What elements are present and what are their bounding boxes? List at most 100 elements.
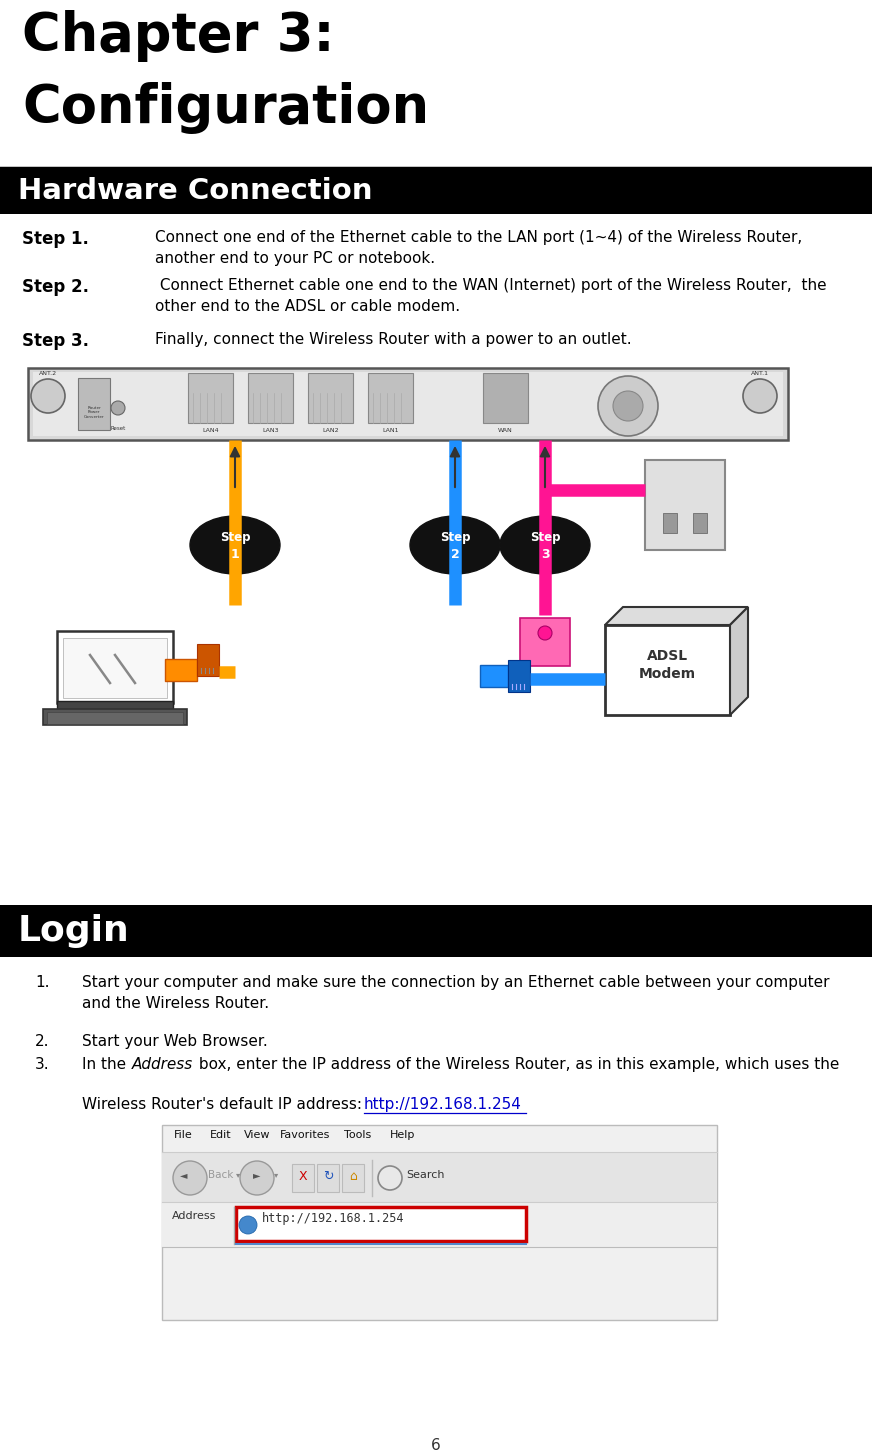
Text: ►: ► [253, 1170, 261, 1180]
Bar [162, 1152, 717, 1202]
Polygon shape [730, 607, 748, 714]
Text: In the: In the [82, 1056, 131, 1072]
Text: Step: Step [439, 531, 470, 544]
Text: 1.: 1. [35, 975, 50, 989]
Text: LAN2: LAN2 [322, 428, 339, 434]
Text: Router
Power
Converter: Router Power Converter [84, 406, 105, 419]
Text: 6: 6 [431, 1438, 441, 1454]
Ellipse shape [190, 517, 280, 575]
Bar [236, 1208, 526, 1241]
Bar [0, 170, 872, 214]
Text: Connect one end of the Ethernet cable to the LAN port (1~4) of the Wireless Rout: Connect one end of the Ethernet cable to… [155, 230, 802, 266]
Bar [33, 372, 783, 436]
Text: Connect Ethernet cable one end to the WAN (Internet) port of the Wireless Router: Connect Ethernet cable one end to the WA… [155, 278, 827, 314]
Text: Step 3.: Step 3. [22, 332, 89, 351]
Polygon shape [605, 607, 748, 626]
Text: ANT.1: ANT.1 [751, 371, 769, 375]
Ellipse shape [500, 517, 590, 575]
Ellipse shape [410, 517, 500, 575]
Bar [693, 514, 707, 533]
Text: Hardware Connection: Hardware Connection [18, 178, 372, 205]
Text: 1: 1 [230, 549, 240, 562]
Text: ⌂: ⌂ [349, 1170, 357, 1183]
Circle shape [239, 1216, 257, 1234]
Bar [645, 460, 725, 550]
Text: Wireless Router's default IP address:: Wireless Router's default IP address: [82, 1097, 367, 1112]
Text: ↻: ↻ [323, 1170, 333, 1183]
Bar [483, 372, 528, 423]
Bar [28, 368, 788, 439]
Bar [57, 631, 173, 703]
Bar [165, 659, 197, 681]
Text: LAN3: LAN3 [262, 428, 279, 434]
Bar [78, 378, 110, 431]
Text: Login: Login [18, 914, 130, 949]
Bar [663, 514, 677, 533]
Text: 2: 2 [451, 549, 460, 562]
Text: ▾: ▾ [236, 1170, 241, 1180]
Text: ◄: ◄ [181, 1170, 187, 1180]
Bar [308, 372, 353, 423]
Text: Step 2.: Step 2. [22, 278, 89, 295]
Text: Step 1.: Step 1. [22, 230, 89, 247]
Circle shape [111, 402, 125, 415]
Text: Address: Address [132, 1056, 194, 1072]
Circle shape [613, 391, 643, 420]
Bar [162, 1125, 717, 1320]
Text: X: X [299, 1170, 307, 1183]
Bar [188, 372, 233, 423]
Circle shape [31, 378, 65, 413]
Bar [0, 905, 872, 957]
Text: Chapter 3:: Chapter 3: [22, 10, 335, 63]
Text: http://192.168.1.254: http://192.168.1.254 [262, 1212, 405, 1225]
Text: 3.: 3. [35, 1056, 50, 1072]
Text: ADSL
Modem: ADSL Modem [639, 649, 696, 681]
Bar [57, 701, 173, 711]
Text: http://192.168.1.254: http://192.168.1.254 [364, 1097, 521, 1112]
Text: Reset: Reset [111, 426, 126, 431]
Text: Back: Back [208, 1170, 234, 1180]
Text: Address: Address [172, 1211, 216, 1221]
Text: Step: Step [220, 531, 250, 544]
Circle shape [538, 626, 552, 640]
Text: ▾: ▾ [274, 1170, 278, 1180]
Text: Search: Search [406, 1170, 445, 1180]
Text: ANT.2: ANT.2 [39, 371, 57, 375]
Circle shape [173, 1161, 207, 1195]
Bar [317, 1164, 339, 1192]
Text: box, enter the IP address of the Wireless Router, as in this example, which uses: box, enter the IP address of the Wireles… [194, 1056, 840, 1072]
Circle shape [743, 378, 777, 413]
Bar [342, 1164, 364, 1192]
Text: WAN: WAN [498, 428, 513, 434]
Circle shape [378, 1165, 402, 1190]
Text: LAN1: LAN1 [382, 428, 399, 434]
Text: Tools: Tools [344, 1131, 371, 1141]
Text: Favorites: Favorites [280, 1131, 330, 1141]
Bar [520, 618, 570, 666]
Bar [480, 665, 508, 687]
Bar [43, 709, 187, 725]
Text: Finally, connect the Wireless Router with a power to an outlet.: Finally, connect the Wireless Router wit… [155, 332, 631, 346]
Circle shape [240, 1161, 274, 1195]
Text: Edit: Edit [210, 1131, 232, 1141]
Circle shape [598, 375, 658, 436]
Text: Start your Web Browser.: Start your Web Browser. [82, 1035, 268, 1049]
Bar [508, 661, 530, 693]
Text: 2.: 2. [35, 1035, 50, 1049]
Text: Step: Step [530, 531, 560, 544]
Text: View: View [244, 1131, 270, 1141]
Text: Configuration: Configuration [22, 81, 429, 134]
Bar [368, 372, 413, 423]
Text: Help: Help [390, 1131, 415, 1141]
Bar [47, 711, 183, 725]
Bar [63, 637, 167, 698]
Text: Start your computer and make sure the connection by an Ethernet cable between yo: Start your computer and make sure the co… [82, 975, 829, 1011]
Bar [162, 1202, 717, 1247]
Bar [292, 1164, 314, 1192]
Text: 3: 3 [541, 549, 549, 562]
Text: File: File [174, 1131, 193, 1141]
Bar [248, 372, 293, 423]
Text: LAN4: LAN4 [202, 428, 219, 434]
Bar [605, 626, 730, 714]
Bar [197, 645, 219, 677]
